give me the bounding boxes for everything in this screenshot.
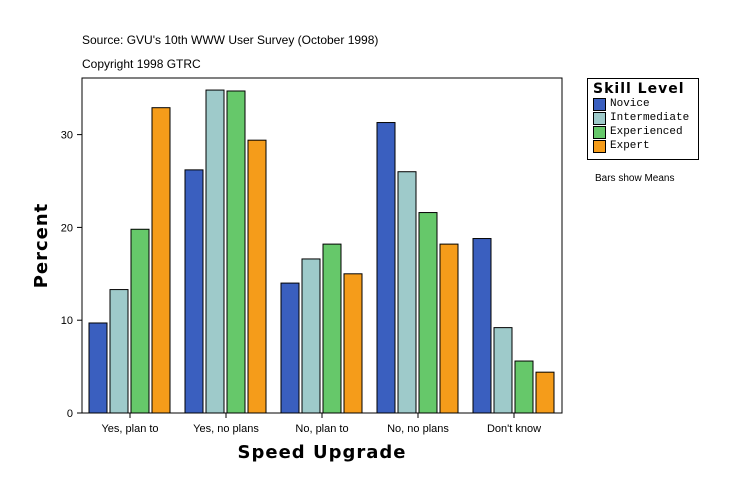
legend-label: Expert	[610, 140, 650, 152]
legend-swatch	[593, 97, 606, 111]
legend-label: Intermediate	[610, 112, 690, 124]
bar-expert	[343, 273, 363, 414]
legend-swatch	[593, 139, 606, 153]
bar-experienced	[130, 228, 150, 414]
bar-novice	[472, 238, 492, 414]
x-tick-label: No, plan to	[295, 423, 348, 435]
chart-note: Bars show Means	[595, 173, 675, 184]
source-text: Source: GVU's 10th WWW User Survey (Octo…	[82, 33, 379, 47]
bar-intermediate	[205, 89, 225, 414]
legend-label: Experienced	[610, 126, 683, 138]
legend-title: Skill Level	[593, 81, 685, 97]
bar-experienced	[322, 243, 342, 414]
bar-experienced	[226, 90, 246, 414]
y-tick-label: 10	[61, 315, 73, 327]
y-tick-label: 20	[61, 222, 73, 234]
y-tick-label: 0	[67, 408, 73, 420]
legend-item: Expert	[593, 139, 698, 153]
bar-novice	[376, 122, 396, 414]
bar-intermediate	[301, 258, 321, 414]
bar-expert	[151, 107, 171, 414]
bar-expert	[247, 139, 267, 414]
bar-experienced	[514, 360, 534, 414]
x-tick-label: Yes, plan to	[101, 423, 158, 435]
bar-expert	[535, 371, 555, 414]
legend: Skill Level Novice Intermediate Experience…	[587, 78, 699, 160]
x-tick-label: Don't know	[487, 423, 541, 435]
legend-item: Novice	[593, 97, 698, 111]
bar-novice	[280, 282, 300, 414]
y-tick-label: 30	[61, 130, 73, 142]
legend-item: Intermediate	[593, 111, 698, 125]
legend-swatch	[593, 125, 606, 139]
y-axis-label: Percent	[31, 203, 52, 289]
bar-intermediate	[493, 327, 513, 414]
bar-novice	[88, 322, 108, 414]
legend-swatch	[593, 111, 606, 125]
bar-intermediate	[109, 289, 129, 414]
bar-experienced	[418, 212, 438, 414]
bar-intermediate	[397, 171, 417, 414]
x-tick-label: Yes, no plans	[193, 423, 259, 435]
bar-novice	[184, 169, 204, 414]
x-tick-label: No, no plans	[387, 423, 449, 435]
copyright-text: Copyright 1998 GTRC	[82, 57, 201, 71]
bar-expert	[439, 243, 459, 414]
legend-item: Experienced	[593, 125, 698, 139]
x-axis-label: Speed Upgrade	[238, 442, 407, 463]
legend-label: Novice	[610, 98, 650, 110]
